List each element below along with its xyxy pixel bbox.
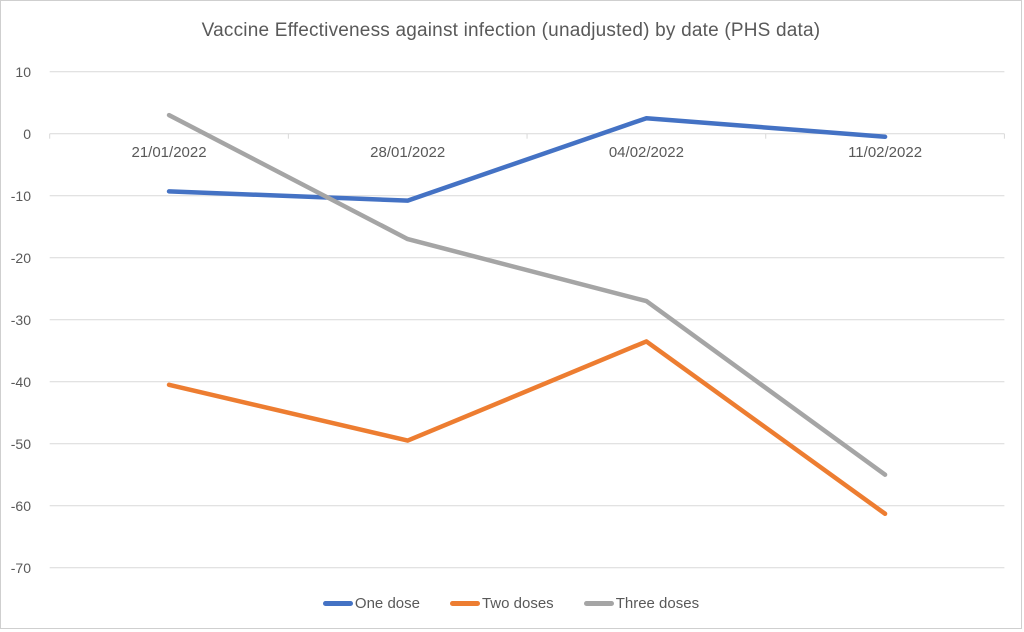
y-axis-tick-label: 0	[23, 125, 31, 142]
x-axis-tick-label: 28/01/2022	[370, 144, 446, 161]
x-axis-tick-label: 04/02/2022	[608, 144, 684, 161]
y-axis-tick-label: -50	[10, 435, 31, 452]
y-axis-tick-label: -70	[10, 559, 31, 576]
legend: One dose Two doses Three doses	[1, 595, 1021, 612]
x-axis-tick-label: 11/02/2022	[848, 144, 923, 161]
x-axis-ticks	[49, 133, 1005, 139]
y-axis-tick-label: -20	[10, 249, 31, 266]
legend-swatch-two-doses	[449, 601, 480, 606]
legend-item-one-dose: One dose	[322, 595, 420, 612]
legend-item-three-doses: Three doses	[583, 595, 700, 612]
legend-label: Two doses	[481, 595, 554, 612]
y-axis-tick-label: -30	[10, 311, 31, 328]
series-line-one-dose	[166, 115, 888, 203]
series-line-three-doses	[166, 112, 888, 477]
series-line-two-doses	[166, 339, 888, 517]
x-axis-tick-label: 21/01/2022	[131, 144, 207, 161]
y-axis-tick-label: -10	[10, 187, 31, 204]
legend-item-two-doses: Two doses	[449, 595, 554, 612]
chart-title: Vaccine Effectiveness against infection …	[201, 20, 821, 41]
y-axis-tick-label: 10	[15, 63, 31, 80]
legend-swatch-one-dose	[322, 601, 353, 606]
legend-swatch-three-doses	[583, 601, 614, 606]
y-axis-tick-label: -60	[10, 497, 31, 514]
y-axis-tick-label: -40	[10, 373, 31, 390]
legend-label: Three doses	[615, 595, 700, 612]
legend-label: One dose	[354, 595, 420, 612]
